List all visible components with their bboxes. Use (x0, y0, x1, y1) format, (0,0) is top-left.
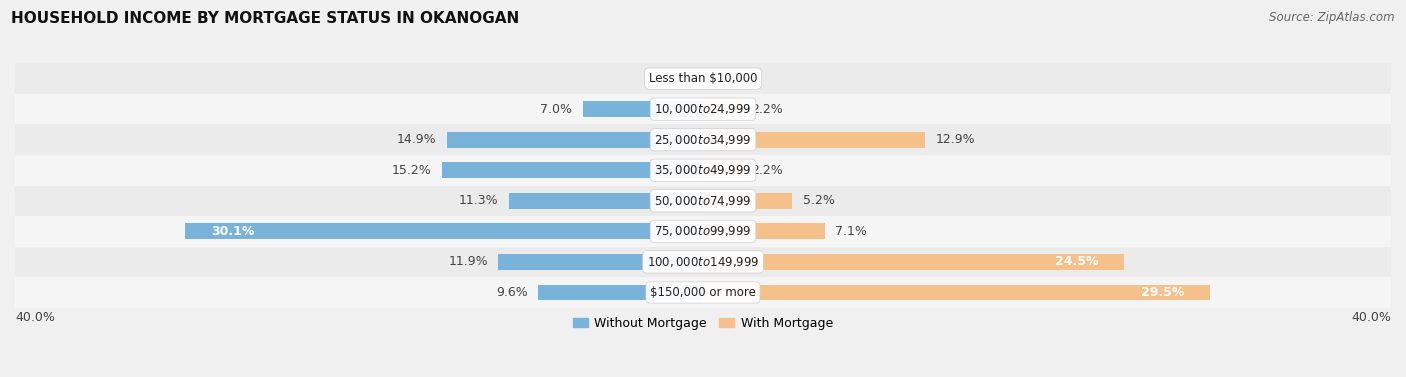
Text: $50,000 to $74,999: $50,000 to $74,999 (654, 194, 752, 208)
Text: 11.3%: 11.3% (458, 194, 498, 207)
Text: $35,000 to $49,999: $35,000 to $49,999 (654, 163, 752, 177)
Bar (15, 155, 1391, 185)
Bar (703, 285, 1211, 300)
Text: 2.2%: 2.2% (751, 103, 783, 116)
Text: 40.0%: 40.0% (15, 311, 55, 324)
Bar (15, 277, 1391, 308)
Text: 5.2%: 5.2% (803, 194, 835, 207)
Bar (509, 193, 703, 209)
Bar (703, 224, 825, 239)
Bar (703, 162, 741, 178)
Bar (186, 224, 703, 239)
Text: 0.0%: 0.0% (661, 72, 693, 85)
Text: Source: ZipAtlas.com: Source: ZipAtlas.com (1270, 11, 1395, 24)
Bar (15, 216, 1391, 247)
Legend: Without Mortgage, With Mortgage: Without Mortgage, With Mortgage (568, 312, 838, 335)
Bar (582, 101, 703, 117)
Bar (15, 247, 1391, 277)
Bar (447, 132, 703, 148)
Text: 29.5%: 29.5% (1142, 286, 1185, 299)
Text: 14.9%: 14.9% (396, 133, 436, 146)
Text: $150,000 or more: $150,000 or more (650, 286, 756, 299)
Bar (15, 124, 1391, 155)
Text: 15.2%: 15.2% (391, 164, 432, 177)
Text: 30.1%: 30.1% (211, 225, 254, 238)
Text: $25,000 to $34,999: $25,000 to $34,999 (654, 133, 752, 147)
Bar (703, 254, 1125, 270)
Text: 0.0%: 0.0% (713, 72, 745, 85)
Text: 9.6%: 9.6% (496, 286, 527, 299)
Bar (15, 185, 1391, 216)
Bar (441, 162, 703, 178)
Text: 24.5%: 24.5% (1054, 255, 1098, 268)
Text: Less than $10,000: Less than $10,000 (648, 72, 758, 85)
Bar (703, 193, 793, 209)
Text: $100,000 to $149,999: $100,000 to $149,999 (647, 255, 759, 269)
Bar (703, 132, 925, 148)
Text: $75,000 to $99,999: $75,000 to $99,999 (654, 224, 752, 238)
Text: $10,000 to $24,999: $10,000 to $24,999 (654, 102, 752, 116)
Text: 2.2%: 2.2% (751, 164, 783, 177)
Bar (498, 254, 703, 270)
Text: 40.0%: 40.0% (1351, 311, 1391, 324)
Text: HOUSEHOLD INCOME BY MORTGAGE STATUS IN OKANOGAN: HOUSEHOLD INCOME BY MORTGAGE STATUS IN O… (11, 11, 519, 26)
Text: 11.9%: 11.9% (449, 255, 488, 268)
Text: 12.9%: 12.9% (935, 133, 974, 146)
Bar (538, 285, 703, 300)
Text: 7.1%: 7.1% (835, 225, 868, 238)
Bar (15, 63, 1391, 94)
Text: 7.0%: 7.0% (540, 103, 572, 116)
Bar (703, 101, 741, 117)
Bar (15, 94, 1391, 124)
